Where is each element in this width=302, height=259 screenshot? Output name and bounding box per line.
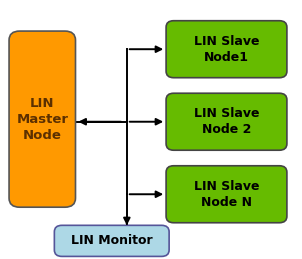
FancyBboxPatch shape xyxy=(54,225,169,256)
FancyBboxPatch shape xyxy=(9,31,76,207)
Text: LIN Slave
Node1: LIN Slave Node1 xyxy=(194,35,259,64)
Text: LIN Slave
Node 2: LIN Slave Node 2 xyxy=(194,107,259,136)
Text: LIN Slave
Node N: LIN Slave Node N xyxy=(194,180,259,209)
FancyBboxPatch shape xyxy=(166,21,287,78)
Text: LIN
Master
Node: LIN Master Node xyxy=(16,97,68,142)
FancyBboxPatch shape xyxy=(166,166,287,223)
Text: LIN Monitor: LIN Monitor xyxy=(71,234,153,247)
FancyBboxPatch shape xyxy=(166,93,287,150)
